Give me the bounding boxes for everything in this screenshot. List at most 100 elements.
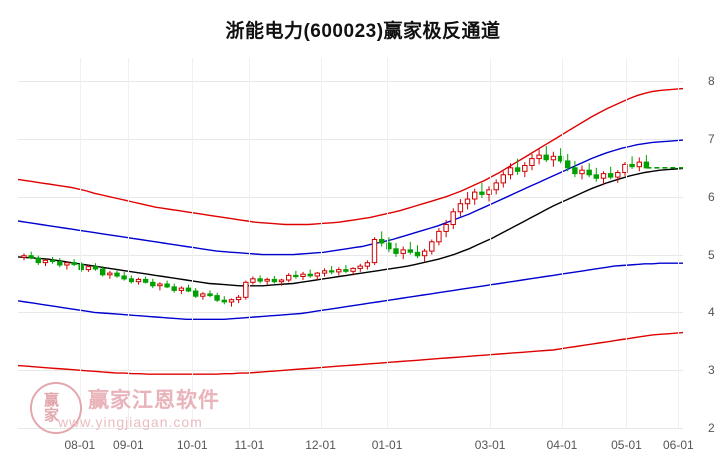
y-tick-label: 3 — [708, 363, 715, 378]
candlestick — [164, 280, 170, 289]
candlestick — [336, 267, 342, 276]
x-tick — [320, 58, 322, 428]
gridline — [18, 312, 683, 314]
gridline — [18, 138, 683, 140]
candlestick — [429, 239, 435, 255]
y-tick-label: 7 — [708, 131, 715, 146]
candlestick — [78, 262, 84, 272]
series-mid_upper_band — [18, 139, 683, 256]
candlestick — [464, 192, 471, 210]
x-tick — [561, 58, 563, 428]
candlestick — [579, 165, 585, 180]
candlestick — [92, 263, 99, 271]
x-tick-label: 01-01 — [371, 438, 403, 452]
candlestick — [250, 276, 256, 285]
candlestick — [364, 260, 371, 270]
candlestick — [171, 283, 177, 293]
candlestick — [443, 219, 449, 238]
x-tick — [128, 58, 130, 428]
candlestick — [643, 155, 650, 169]
candlestick — [271, 276, 278, 284]
gridline — [18, 370, 683, 372]
candlestick — [28, 251, 34, 260]
gridline — [18, 196, 683, 198]
candlestick — [343, 265, 349, 274]
candlestick — [264, 277, 270, 285]
candlestick — [157, 282, 163, 291]
candlestick — [500, 171, 507, 188]
candlestick — [436, 228, 442, 246]
candlestick — [286, 273, 292, 283]
candlestick — [21, 253, 27, 261]
candlestick — [142, 276, 149, 284]
x-tick-label: 12-01 — [305, 438, 336, 452]
y-tick-label: 6 — [708, 189, 715, 204]
candlestick — [328, 266, 335, 275]
x-tick — [79, 58, 81, 428]
candlestick — [293, 270, 299, 279]
x-tick — [387, 58, 389, 428]
candlestick — [514, 158, 521, 175]
candlestick — [314, 271, 321, 280]
candlestick — [128, 275, 134, 284]
candlestick — [193, 288, 199, 298]
candlestick — [257, 275, 263, 284]
gridline — [18, 428, 683, 429]
x-tick-label: 11-01 — [234, 438, 265, 452]
candlestick — [572, 160, 578, 178]
candlestick — [185, 284, 192, 293]
candlestick — [49, 256, 56, 264]
series-upper_band — [18, 87, 683, 226]
candlestick — [472, 188, 478, 205]
candlestick — [321, 268, 328, 277]
candlestick — [121, 271, 127, 281]
candlestick — [536, 149, 542, 165]
y-tick-label: 5 — [708, 247, 715, 262]
chart-title: 浙能电力(600023)赢家极反通道 — [225, 21, 501, 42]
x-tick-label: 06-01 — [662, 438, 694, 452]
series-layer — [18, 87, 683, 375]
candlestick — [379, 231, 385, 247]
candlestick — [493, 179, 499, 195]
candlestick — [107, 270, 113, 279]
candlestick — [57, 258, 63, 268]
candlestick — [607, 166, 614, 180]
x-tick — [626, 58, 628, 428]
candlestick — [278, 278, 285, 286]
candlestick — [71, 259, 77, 267]
candlestick — [529, 154, 535, 171]
candlestick — [150, 278, 156, 289]
candlestick — [457, 199, 464, 217]
gridline — [18, 254, 683, 256]
candlestick — [565, 154, 571, 172]
x-tick-label: 05-01 — [611, 438, 642, 452]
candlestick — [615, 170, 621, 183]
candlestick — [371, 237, 378, 265]
candlestick — [421, 248, 428, 262]
candlestick — [228, 298, 235, 307]
x-tick-label: 08-01 — [64, 438, 96, 452]
candlestick — [214, 292, 220, 302]
candlestick — [600, 171, 607, 186]
x-tick — [678, 58, 680, 428]
candlestick — [221, 296, 228, 305]
candlestick — [636, 157, 642, 172]
candlestick — [400, 246, 406, 260]
candlestick — [207, 290, 213, 298]
plot-area: 08-01 09-01 10-01 11-01 12-01 01-01 03-01 04-01… — [18, 58, 715, 452]
candlestick — [407, 241, 414, 255]
candlestick — [593, 167, 599, 182]
x-tick-label: 04-01 — [546, 438, 578, 452]
candlestick — [178, 286, 185, 294]
candlestick — [414, 245, 421, 258]
candlestick — [543, 145, 549, 163]
candlestick — [350, 267, 356, 276]
candlestick — [629, 156, 635, 169]
y-tick-label: 8 — [708, 74, 715, 89]
x-tick-label: 10-01 — [176, 438, 208, 452]
candlestick — [85, 265, 92, 272]
candlestick — [235, 295, 242, 304]
candlestick — [300, 271, 306, 280]
gridline — [18, 81, 683, 83]
candlestick — [479, 182, 485, 198]
